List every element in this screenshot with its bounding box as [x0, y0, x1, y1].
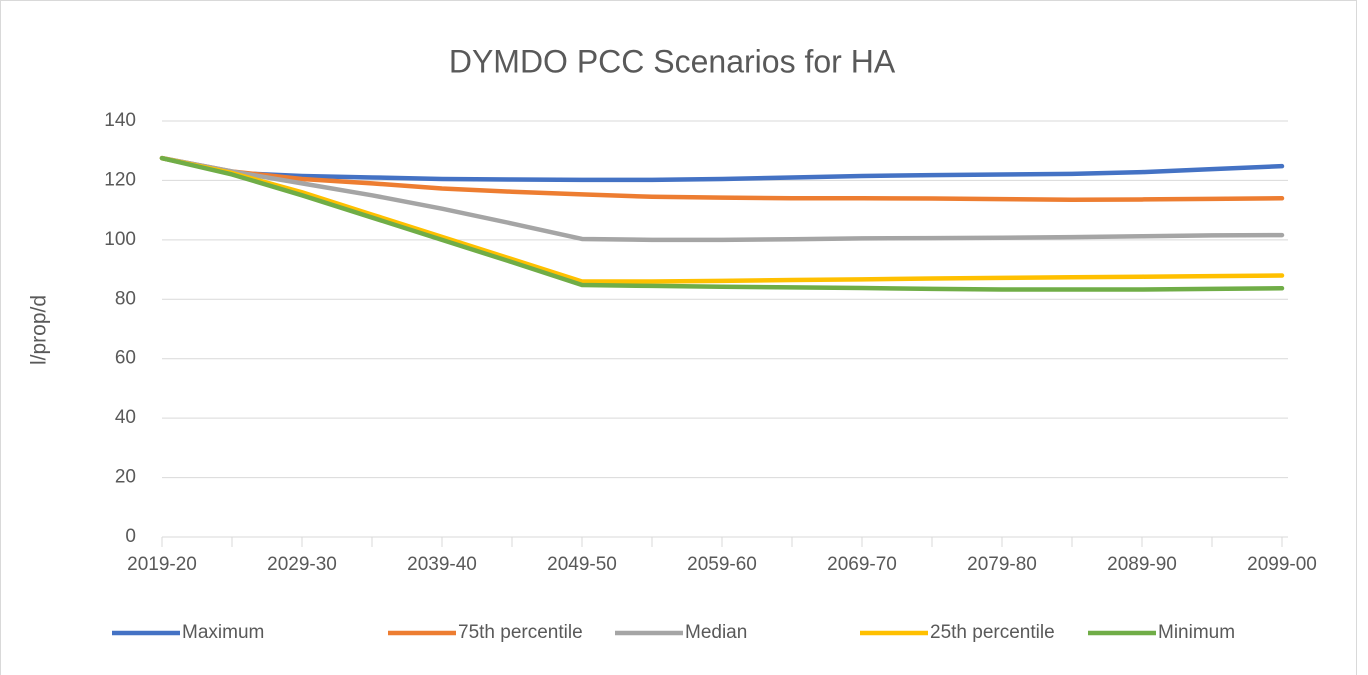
legend-label: 75th percentile: [458, 622, 583, 643]
x-tick-label: 2029-30: [267, 554, 337, 575]
x-tick-label: 2079-80: [967, 554, 1037, 575]
y-tick-label: 100: [104, 229, 136, 250]
y-tick-label: 60: [115, 348, 136, 369]
series-line: [159, 155, 1285, 183]
series-line: [159, 155, 1285, 284]
legend-label: Maximum: [182, 622, 264, 643]
x-tick-label: 2019-20: [127, 554, 197, 575]
y-tick-label: 20: [115, 467, 136, 488]
x-tick-label: 2039-40: [407, 554, 477, 575]
series-line: [159, 155, 1285, 243]
y-tick-label: 140: [104, 110, 136, 131]
series-line: [159, 155, 1285, 292]
x-tick-label: 2089-90: [1107, 554, 1177, 575]
legend-label: Median: [685, 622, 747, 643]
series-line: [159, 155, 1285, 202]
chart-title: DYMDO PCC Scenarios for HA: [449, 43, 896, 79]
y-tick-label: 80: [115, 288, 136, 309]
x-tick-label: 2059-60: [687, 554, 757, 575]
x-tick-label: 2099-00: [1247, 554, 1317, 575]
x-tick-label: 2049-50: [547, 554, 617, 575]
y-tick-label: 0: [125, 526, 136, 547]
y-axis-label: l/prop/d: [28, 295, 51, 365]
legend-label: Minimum: [1158, 622, 1235, 643]
y-tick-label: 40: [115, 407, 136, 428]
x-tick-label: 2069-70: [827, 554, 897, 575]
y-tick-label: 120: [104, 169, 136, 190]
legend-label: 25th percentile: [930, 622, 1055, 643]
